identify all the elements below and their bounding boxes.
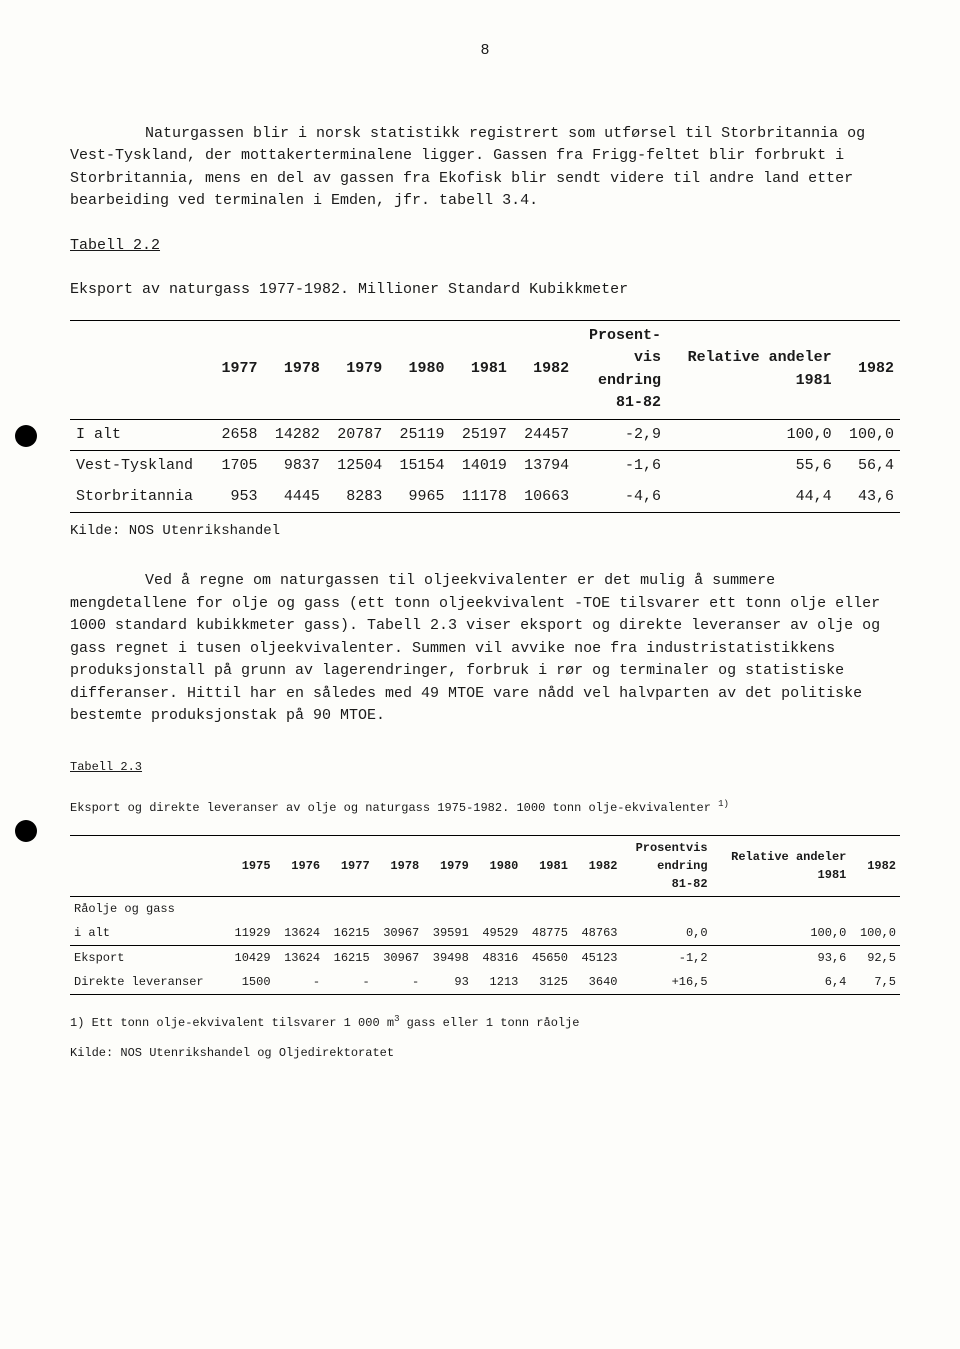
t1-h-1980: 1980 bbox=[388, 320, 450, 419]
t2-h-1975: 1975 bbox=[225, 835, 275, 896]
t1-h-1979: 1979 bbox=[326, 320, 388, 419]
t1-h-1978: 1978 bbox=[264, 320, 326, 419]
t2-h-blank bbox=[70, 835, 225, 896]
table-1: 1977 1978 1979 1980 1981 1982 Prosent- v… bbox=[70, 320, 900, 514]
t2-h-1976: 1976 bbox=[275, 835, 325, 896]
t2-h-rel81: Relative andeler 1981 bbox=[712, 835, 851, 896]
page-number: 8 bbox=[70, 40, 900, 63]
table2-footnote: 1) Ett tonn olje-ekvivalent tilsvarer 1 … bbox=[70, 1013, 900, 1032]
t1-h-1982: 1982 bbox=[513, 320, 575, 419]
t1-row-stor: Storbritannia 953 4445 8283 9965 11178 1… bbox=[70, 482, 900, 513]
t2-row-eksport: Eksport 10429 13624 16215 30967 39498 48… bbox=[70, 945, 900, 970]
bullet-dot-1 bbox=[15, 425, 37, 447]
t2-h-rel82: 1982 bbox=[850, 835, 900, 896]
t2-row-label: Råolje og gass bbox=[70, 896, 900, 921]
t2-h-1980: 1980 bbox=[473, 835, 523, 896]
table1-label: Tabell 2.2 bbox=[70, 237, 160, 254]
t1-row-total: I alt 2658 14282 20787 25119 25197 24457… bbox=[70, 419, 900, 451]
t1-h-change: Prosent- vis endring 81-82 bbox=[575, 320, 667, 419]
table1-source: Kilde: NOS Utenrikshandel bbox=[70, 521, 900, 542]
table2-source: Kilde: NOS Utenrikshandel og Oljedirekto… bbox=[70, 1044, 900, 1062]
t2-h-1979: 1979 bbox=[423, 835, 473, 896]
t1-h-1977: 1977 bbox=[211, 320, 263, 419]
t1-h-1981: 1981 bbox=[451, 320, 513, 419]
table-2: 1975 1976 1977 1978 1979 1980 1981 1982 … bbox=[70, 835, 900, 995]
table2-caption: Eksport og direkte leveranser av olje og… bbox=[70, 798, 900, 817]
t1-h-rel82: 1982 bbox=[838, 320, 900, 419]
t1-row-vest: Vest-Tyskland 1705 9837 12504 15154 1401… bbox=[70, 451, 900, 482]
bullet-dot-2 bbox=[15, 820, 37, 842]
t2-h-1978: 1978 bbox=[374, 835, 424, 896]
t2-h-1981: 1981 bbox=[522, 835, 572, 896]
page-container: 8 Naturgassen blir i norsk statistikk re… bbox=[70, 40, 900, 1062]
t2-h-1977: 1977 bbox=[324, 835, 374, 896]
table2-label: Tabell 2.3 bbox=[70, 760, 142, 774]
t2-row-total: i alt 11929 13624 16215 30967 39591 4952… bbox=[70, 921, 900, 946]
t2-h-change: Prosentvis endring 81-82 bbox=[621, 835, 711, 896]
paragraph-1: Naturgassen blir i norsk statistikk regi… bbox=[70, 123, 900, 213]
table1-caption: Eksport av naturgass 1977-1982. Millione… bbox=[70, 279, 900, 302]
paragraph-2: Ved å regne om naturgassen til oljeekviv… bbox=[70, 570, 900, 728]
t1-h-rel81: Relative andeler 1981 bbox=[667, 320, 838, 419]
t2-h-1982: 1982 bbox=[572, 835, 622, 896]
t2-row-direkte: Direkte leveranser 1500 - - - 93 1213 31… bbox=[70, 970, 900, 995]
t1-h-blank bbox=[70, 320, 211, 419]
